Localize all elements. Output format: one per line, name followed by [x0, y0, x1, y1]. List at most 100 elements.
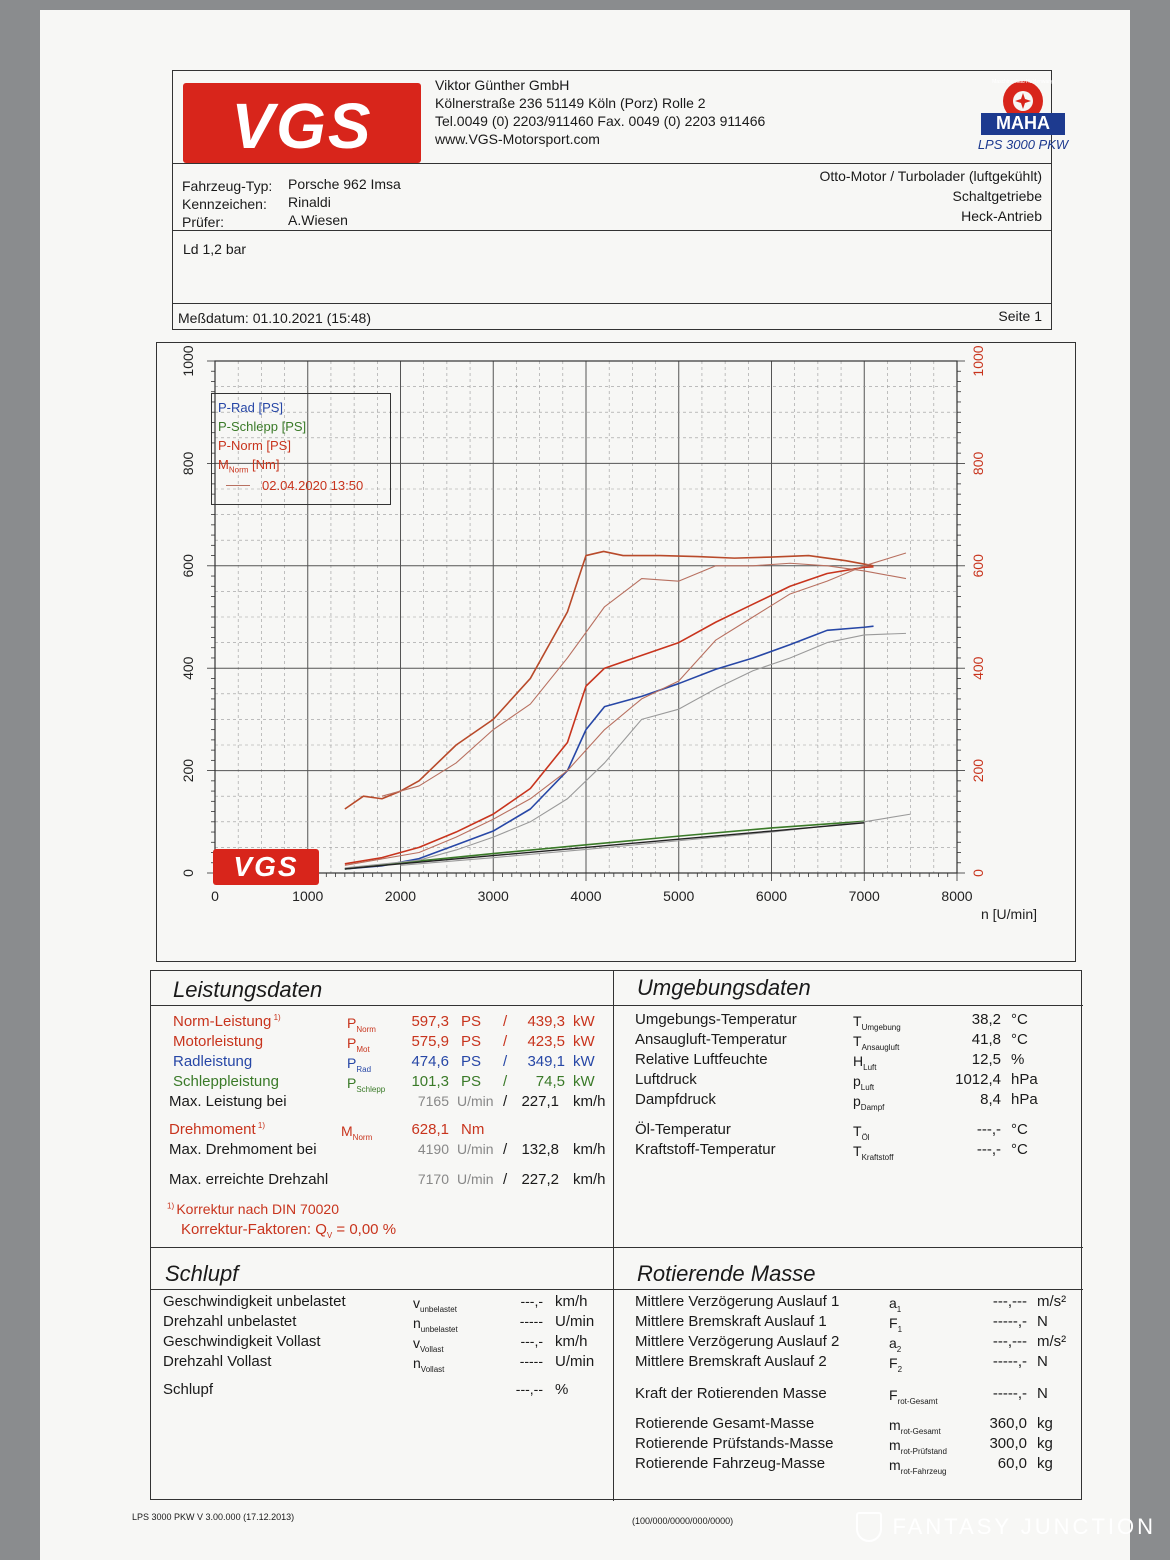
slip-unit: km/h	[555, 1293, 588, 1310]
chart-vgs-logo: VGS	[213, 849, 319, 885]
slip-value: -----	[519, 1353, 543, 1369]
rotating-label: Mittlere Bremskraft Auslauf 1	[635, 1313, 827, 1330]
company-address: Kölnerstraße 236 51149 Köln (Porz) Rolle…	[435, 95, 706, 111]
environment-unit: °C	[1011, 1011, 1028, 1028]
y-left-tick-label: 600	[180, 554, 196, 578]
performance-unit-ps: PS	[461, 1033, 482, 1050]
environment-value: 12,5	[971, 1051, 1001, 1068]
plate-label: Kennzeichen:	[182, 196, 267, 212]
vehicle-type-value: Porsche 962 Imsa	[288, 176, 401, 192]
company-name: Viktor Günther GmbH	[435, 77, 570, 93]
rotating-label: Rotierende Prüfstands-Masse	[635, 1435, 834, 1452]
environment-unit: hPa	[1011, 1091, 1038, 1108]
rotating-symbol: F1	[889, 1315, 903, 1334]
environment-label: Dampfdruck	[635, 1091, 716, 1108]
paper-sheet	[40, 10, 1130, 1560]
correction-factor: Korrektur-Faktoren: QV = 0,00 %	[181, 1221, 397, 1240]
max-torque-rpm: 4190	[417, 1141, 449, 1157]
rotating-label: Rotierende Fahrzeug-Masse	[635, 1455, 826, 1472]
gearbox-type: Schaltgetriebe	[952, 188, 1042, 204]
x-tick-label: 6000	[756, 888, 787, 904]
performance-symbol: PNorm	[347, 1015, 376, 1034]
max-rpm-speed-unit: km/h	[573, 1171, 606, 1188]
environment-rows: Umgebungs-Temperatur TUmgebung 38,2 °C Ansau…	[615, 1011, 1083, 1171]
rotating-symbol: Frot-Gesamt	[889, 1387, 938, 1406]
slip-unit: U/min	[555, 1353, 595, 1370]
performance-unit-kw: kW	[573, 1013, 595, 1030]
series-line	[344, 822, 865, 870]
rotating-label: Mittlere Bremskraft Auslauf 2	[635, 1353, 827, 1370]
slip-value: ---,-	[520, 1333, 543, 1349]
maha-logo: Maschinenbau Haldenwang MAHA LPS 3000 PK…	[973, 79, 1073, 152]
vgs-logo-text: VGS	[231, 90, 373, 162]
x-tick-label: 3000	[478, 888, 509, 904]
legend-m-norm-unit: [Nm]	[248, 457, 280, 472]
rotating-title: Rotierende Masse	[637, 1261, 816, 1286]
y-left-tick-label: 400	[180, 656, 196, 680]
legend-m-norm-symbol: M	[218, 457, 229, 472]
drive-type: Heck-Antrieb	[961, 208, 1042, 224]
performance-value-ps: 474,6	[411, 1053, 449, 1070]
rotating-symbol: a2	[889, 1335, 902, 1354]
max-rpm-rpm-unit: U/min	[457, 1171, 494, 1187]
engine-type: Otto-Motor / Turbolader (luftgekühlt)	[819, 168, 1042, 184]
plate-value: Rinaldi	[288, 194, 331, 210]
company-phone: Tel.0049 (0) 2203/911460 Fax. 0049 (0) 2…	[435, 113, 766, 129]
x-tick-label: 1000	[292, 888, 323, 904]
environment-label: Umgebungs-Temperatur	[635, 1011, 797, 1028]
performance-value-ps: 597,3	[411, 1013, 449, 1030]
performance-slash: /	[503, 1013, 508, 1030]
environment-label: Luftdruck	[635, 1071, 697, 1088]
max-torque-speed: 132,8	[521, 1141, 559, 1158]
torque-unit: Nm	[461, 1121, 485, 1138]
performance-slash: /	[503, 1033, 508, 1050]
tester-value: A.Wiesen	[288, 212, 348, 228]
date-row: Meßdatum: 01.10.2021 (15:48) Seite 1	[172, 303, 1052, 331]
rotating-unit: kg	[1037, 1435, 1053, 1452]
slip-label: Geschwindigkeit Vollast	[163, 1333, 321, 1350]
max-power-label: Max. Leistung bei	[169, 1093, 287, 1110]
series-line	[400, 813, 911, 866]
performance-rows: Norm-Leistung 1) PNorm 597,3 PS / 439,3 kW Moto…	[151, 1011, 611, 1251]
rotating-unit: m/s²	[1037, 1293, 1067, 1310]
rotating-value: -----,-	[992, 1385, 1027, 1402]
rotating-value: -----,-	[992, 1313, 1027, 1330]
legend-m-norm-sub: Norm	[228, 465, 249, 475]
performance-title-rule	[151, 1005, 1083, 1007]
environment-unit: °C	[1011, 1141, 1028, 1158]
column-divider	[613, 971, 615, 1501]
environment-value: ---,-	[976, 1121, 1001, 1138]
rotating-value: -----,-	[992, 1353, 1027, 1370]
environment-label: Relative Luftfeuchte	[635, 1051, 768, 1068]
environment-value: 1012,4	[955, 1071, 1001, 1088]
slip-rows: Geschwindigkeit unbelastet vunbelastet ---…	[151, 1293, 611, 1413]
performance-value-ps: 101,3	[411, 1073, 449, 1090]
y-left-tick-label: 1000	[180, 345, 196, 376]
vehicle-type-label: Fahrzeug-Typ:	[182, 178, 273, 194]
slip-label: Schlupf	[163, 1381, 214, 1398]
performance-value-ps: 575,9	[411, 1033, 449, 1050]
performance-value-kw: 439,3	[527, 1013, 565, 1030]
lower-title-rule	[151, 1289, 1083, 1291]
environment-value: 8,4	[980, 1091, 1001, 1108]
software-version: LPS 3000 PKW V 3.00.000 (17.12.2013)	[132, 1512, 295, 1522]
legend-p-schlepp: P-Schlepp [PS]	[218, 419, 307, 434]
environment-label: Ansaugluft-Temperatur	[635, 1031, 787, 1048]
performance-slash: /	[503, 1053, 508, 1070]
maha-model: LPS 3000 PKW	[977, 137, 1069, 152]
slip-symbol: vunbelastet	[413, 1295, 457, 1314]
rotating-unit: kg	[1037, 1415, 1053, 1432]
watermark: FANTASY JUNCTION	[856, 1512, 1156, 1542]
rotating-rows: Mittlere Verzögerung Auslauf 1 a1 ---,--- m…	[615, 1293, 1083, 1493]
performance-symbol: PRad	[347, 1055, 372, 1074]
y-left-tick-label: 800	[180, 452, 196, 476]
dyno-chart: 0 1000 2000 3000 4000 5000 6000 7000 8000 0 0 200 20…	[180, 345, 1037, 922]
environment-title: Umgebungsdaten	[637, 975, 811, 1000]
maha-emblem-icon	[981, 81, 1065, 135]
test-note: Ld 1,2 bar	[183, 241, 247, 257]
max-rpm-label: Max. erreichte Drehzahl	[169, 1171, 329, 1188]
performance-unit-kw: kW	[573, 1033, 595, 1050]
max-rpm-slash: /	[503, 1171, 508, 1188]
slip-symbol: nVollast	[413, 1355, 445, 1374]
rotating-unit: m/s²	[1037, 1333, 1067, 1350]
